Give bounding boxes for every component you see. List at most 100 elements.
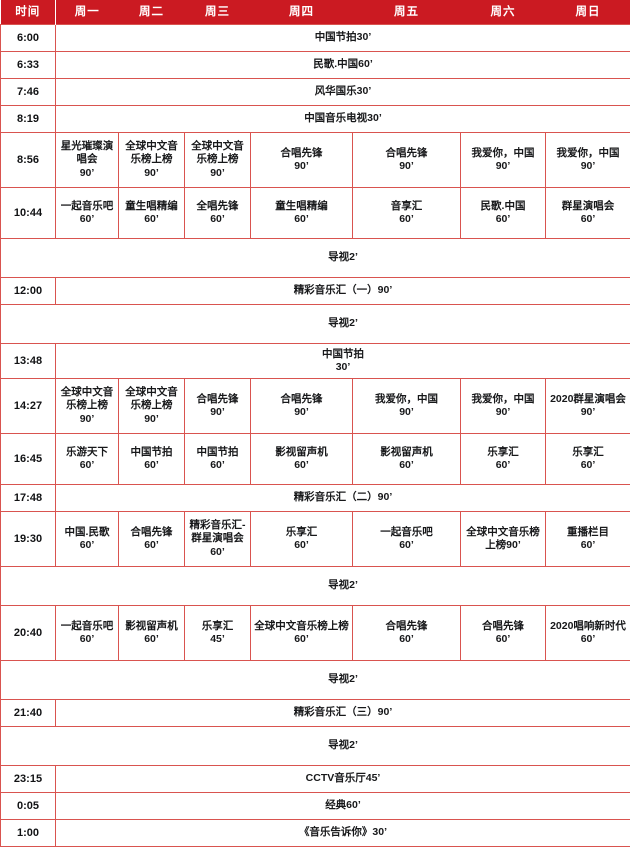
program-title: 我爱你，中国	[375, 392, 438, 405]
program-cell-fullwidth[interactable]: CCTV音乐厅45’	[55, 765, 630, 793]
program-cell[interactable]: 中国节拍 60’	[118, 433, 185, 485]
guide-program-cell[interactable]: 导视2’	[55, 726, 630, 766]
program-cell[interactable]: 乐游天下 60’	[55, 433, 119, 485]
program-duration: 90’	[294, 160, 309, 172]
program-cell[interactable]: 民歌.中国 60’	[460, 187, 546, 239]
program-cell[interactable]: 全球中文音乐榜上榜 60’	[250, 605, 353, 661]
program-cell[interactable]: 我爱你，中国 90’	[460, 378, 546, 434]
program-cell[interactable]: 乐享汇 60’	[250, 511, 353, 567]
program-cell-fullwidth[interactable]: 精彩音乐汇（一）90’	[55, 277, 630, 305]
program-title: 中国节拍	[130, 445, 173, 458]
program-cell[interactable]: 影视留声机 60’	[250, 433, 353, 485]
guide-program-cell[interactable]: 导视2’	[55, 660, 630, 700]
program-cell[interactable]: 合唱先锋 60’	[352, 605, 461, 661]
program-cell[interactable]: 一起音乐吧 60’	[55, 187, 119, 239]
table-row: 21:40 精彩音乐汇（三）90’	[0, 699, 630, 727]
program-cell[interactable]: 群星演唱会 60’	[545, 187, 630, 239]
program-title: 重播栏目	[567, 525, 609, 538]
program-duration: 60’	[399, 539, 414, 551]
program-cell[interactable]: 全球中文音乐榜上榜90’	[460, 511, 546, 567]
guide-program-cell[interactable]: 导视2’	[55, 566, 630, 606]
row-time-label: 6:00	[0, 24, 56, 52]
program-cell[interactable]: 合唱先锋 90’	[184, 378, 251, 434]
program-cell[interactable]: 乐享汇 45’	[184, 605, 251, 661]
program-cell-fullwidth[interactable]: 风华国乐30’	[55, 78, 630, 106]
table-row: 1:00 《音乐告诉你》30’	[0, 819, 630, 847]
row-time-label: 19:30	[0, 511, 56, 567]
program-cell[interactable]: 中国.民歌 60’	[55, 511, 119, 567]
program-duration: 60’	[210, 459, 225, 471]
program-cell[interactable]: 合唱先锋 90’	[250, 378, 353, 434]
program-cell[interactable]: 童生唱精编 60’	[250, 187, 353, 239]
program-title: 乐享汇	[487, 445, 519, 458]
program-cell[interactable]: 影视留声机 60’	[352, 433, 461, 485]
table-row: 12:00 精彩音乐汇（一）90’	[0, 277, 630, 305]
program-cell[interactable]: 精彩音乐汇-群星演唱会 60’	[184, 511, 251, 567]
program-duration: 90’	[495, 160, 511, 172]
row-time-label: 23:15	[0, 765, 56, 793]
program-cell[interactable]: 我爱你，中国 90’	[352, 378, 461, 434]
program-cell[interactable]: 一起音乐吧 60’	[352, 511, 461, 567]
program-cell[interactable]: 我爱你，中国 90’	[460, 132, 546, 188]
program-cell[interactable]: 合唱先锋 90’	[250, 132, 353, 188]
program-cell[interactable]: 乐享汇 60’	[460, 433, 546, 485]
program-duration: 60’	[144, 539, 159, 551]
program-cell[interactable]: 2020群星演唱会 90’	[545, 378, 630, 434]
program-duration: 60’	[79, 633, 95, 645]
guide-program-cell[interactable]: 导视2’	[55, 304, 630, 344]
program-duration: 60’	[294, 459, 309, 471]
program-duration: 90’	[580, 406, 596, 418]
program-cell[interactable]: 星光璀璨演唱会 90’	[55, 132, 119, 188]
program-cell[interactable]: 重播栏目 60’	[545, 511, 630, 567]
column-header-friday: 周五	[352, 0, 461, 25]
program-title: 全球中文音乐榜上榜	[191, 139, 244, 166]
table-row: 导视2’	[0, 238, 630, 278]
table-row: 13:48 中国节拍 30’	[0, 343, 630, 379]
table-body: 6:00 中国节拍30’ 6:33 民歌.中国60’ 7:46 风华国乐30’ 8:19 中国…	[0, 24, 630, 847]
row-time-label: 7:46	[0, 78, 56, 106]
program-duration: 60’	[144, 459, 159, 471]
guide-program-cell[interactable]: 导视2’	[55, 238, 630, 278]
program-cell-fullwidth[interactable]: 精彩音乐汇（三）90’	[55, 699, 630, 727]
program-cell[interactable]: 童生唱精编 60’	[118, 187, 185, 239]
program-duration: 60’	[144, 633, 159, 645]
program-title: 合唱先锋	[130, 525, 173, 538]
program-cell[interactable]: 合唱先锋 60’	[118, 511, 185, 567]
program-cell[interactable]: 全唱先锋 60’	[184, 187, 251, 239]
program-cell-fullwidth[interactable]: 中国音乐电视30’	[55, 105, 630, 133]
program-duration: 60’	[294, 213, 309, 225]
program-title: 全球中文音乐榜上榜	[60, 385, 114, 412]
program-cell[interactable]: 我爱你，中国 90’	[545, 132, 630, 188]
program-cell[interactable]: 一起音乐吧 60’	[55, 605, 119, 661]
program-cell-fullwidth[interactable]: 中国节拍30’	[55, 24, 630, 52]
table-row: 6:33 民歌.中国60’	[0, 51, 630, 79]
program-cell-fullwidth[interactable]: 《音乐告诉你》30’	[55, 819, 630, 847]
program-title: 合唱先锋	[280, 146, 323, 159]
program-title: 全球中文音乐榜上榜90’	[466, 525, 540, 551]
program-cell[interactable]: 2020唱响新时代 60’	[545, 605, 630, 661]
program-duration: 90’	[79, 166, 95, 179]
program-cell-fullwidth[interactable]: 精彩音乐汇（二）90’	[55, 484, 630, 512]
program-cell[interactable]: 音享汇 60’	[352, 187, 461, 239]
column-header-sunday: 周日	[545, 0, 630, 25]
program-cell-fullwidth[interactable]: 经典60’	[55, 792, 630, 820]
row-time-label: 8:19	[0, 105, 56, 133]
program-cell[interactable]: 合唱先锋 90’	[352, 132, 461, 188]
program-cell[interactable]: 中国节拍 60’	[184, 433, 251, 485]
program-cell[interactable]: 乐享汇 60’	[545, 433, 630, 485]
row-time-empty	[0, 304, 56, 344]
program-title: 乐享汇	[201, 619, 234, 632]
program-cell-fullwidth[interactable]: 民歌.中国60’	[55, 51, 630, 79]
program-title: 全球中文音乐榜上榜	[125, 139, 178, 166]
program-title: 童生唱精编	[125, 199, 178, 212]
program-cell[interactable]: 合唱先锋 60’	[460, 605, 546, 661]
program-cell[interactable]: 影视留声机 60’	[118, 605, 185, 661]
column-header-saturday: 周六	[460, 0, 546, 25]
row-time-label: 6:33	[0, 51, 56, 79]
program-title: 全球中文音乐榜上榜	[254, 619, 349, 632]
